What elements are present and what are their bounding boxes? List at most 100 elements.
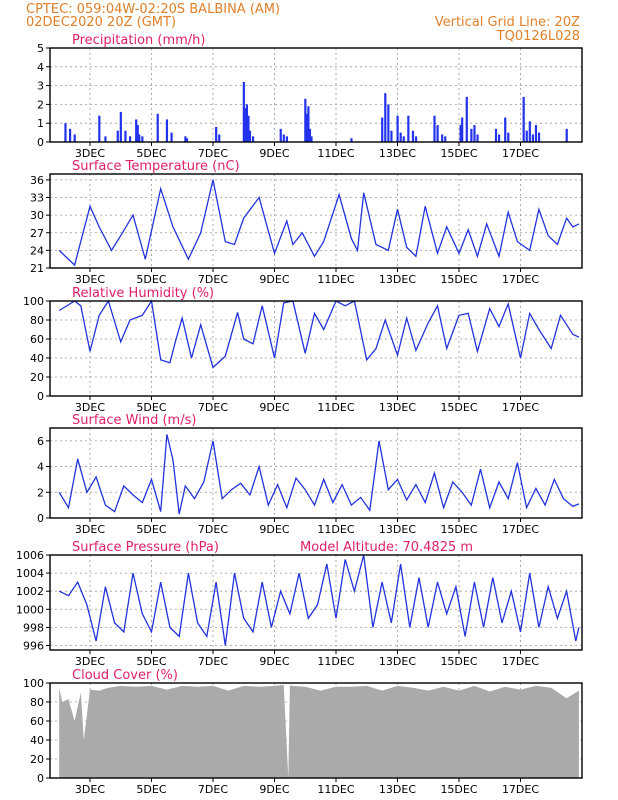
panel-1: 21 24 27 30 33 36 3DEC 5DEC 7DEC 9DEC 11DEC 13DEC 15… (30, 159, 583, 286)
header-code: TQ0126L028 (496, 29, 580, 44)
precip-bar (436, 125, 439, 142)
x-tick-label: 17DEC (502, 523, 539, 536)
x-tick-label: 11DEC (317, 523, 354, 536)
x-tick-label: 17DEC (502, 401, 539, 414)
precip-bar (304, 98, 307, 142)
x-tick-label: 7DEC (198, 273, 228, 286)
panel-4: 996 998 1000 1002 1004 1006 3DEC 5DEC 7DEC 9DEC 11… (16, 540, 583, 668)
x-tick-label: 3DEC (75, 783, 105, 796)
precip-bar (170, 132, 173, 142)
precip-bar (307, 106, 310, 142)
precip-bar (165, 119, 169, 142)
precip-bar (433, 115, 436, 142)
precip-bar (461, 117, 464, 142)
x-tick-label: 5DEC (136, 523, 166, 536)
y-tick-label: 4 (37, 61, 44, 74)
precip-bar (494, 128, 498, 142)
precip-bar (473, 125, 476, 142)
precip-bar (476, 134, 479, 142)
precip-bar (282, 134, 285, 142)
precip-bar (251, 136, 255, 142)
precip-bar (136, 125, 139, 142)
y-tick-label: 0 (37, 136, 44, 149)
y-tick-label: 0 (37, 772, 44, 785)
precip-bar (525, 130, 528, 142)
y-tick-label: 80 (30, 314, 44, 327)
y-tick-label: 1002 (16, 585, 44, 598)
precip-bar (470, 128, 473, 142)
y-tick-label: 998 (23, 621, 44, 634)
panel-title: Precipitation (mm/h) (72, 33, 205, 48)
panels: 0 1 2 3 4 5 3DEC 5DEC 7DEC 9DEC 11DEC 13DEC 15DEC 17D… (16, 33, 583, 796)
series-line (58, 434, 580, 515)
precip-bar (396, 115, 399, 142)
x-tick-label: 9DEC (259, 273, 289, 286)
panel-annotation: Model Altitude: 70.4825 m (300, 540, 473, 555)
precip-bar (531, 134, 534, 142)
precip-bar (528, 121, 531, 142)
precip-bar (522, 96, 525, 142)
x-tick-label: 5DEC (136, 273, 166, 286)
y-tick-label: 3 (37, 80, 44, 93)
series-line (58, 299, 580, 369)
header-location: CPTEC: 059:04W-02:20S BALBINA (AM) (26, 2, 280, 17)
precip-bar (135, 119, 138, 142)
x-tick-label: 7DEC (198, 147, 228, 160)
precip-bar (504, 117, 507, 142)
x-tick-label: 3DEC (75, 523, 105, 536)
precip-bar (390, 130, 393, 142)
x-tick-label: 17DEC (502, 147, 539, 160)
y-tick-label: 4 (37, 461, 44, 474)
plot-frame (49, 173, 583, 269)
x-tick-label: 13DEC (379, 523, 416, 536)
precip-bar (350, 138, 353, 142)
y-tick-label: 0 (37, 512, 44, 525)
panel-0: 0 1 2 3 4 5 3DEC 5DEC 7DEC 9DEC 11DEC 13DEC 15DEC 17D… (37, 33, 583, 160)
precip-bar (399, 132, 402, 142)
cloud-area (59, 684, 579, 778)
y-tick-label: 36 (30, 174, 44, 187)
x-tick-label: 13DEC (379, 401, 416, 414)
x-tick-label: 9DEC (259, 523, 289, 536)
panel-title: Surface Wind (m/s) (72, 413, 196, 428)
x-tick-label: 13DEC (379, 273, 416, 286)
y-tick-label: 30 (30, 209, 44, 222)
precip-bar (104, 136, 107, 142)
precip-bar (116, 130, 119, 142)
x-tick-label: 3DEC (75, 147, 105, 160)
x-tick-label: 11DEC (317, 401, 354, 414)
panel-3: 0 2 4 6 3DEC 5DEC 7DEC 9DEC 11DEC 13DEC 15DEC 17DEC… (37, 413, 583, 536)
x-tick-label: 9DEC (259, 401, 289, 414)
x-tick-label: 15DEC (440, 783, 477, 796)
panel-title: Cloud Cover (%) (72, 668, 178, 683)
precip-bar (444, 136, 447, 142)
series-line (58, 554, 580, 646)
precip-bar (465, 96, 468, 142)
precip-bar (285, 136, 288, 142)
precip-bar (534, 125, 538, 142)
y-tick-label: 1004 (16, 567, 44, 580)
plot-frame (49, 300, 583, 397)
y-tick-label: 2 (37, 98, 44, 111)
x-tick-label: 9DEC (259, 147, 289, 160)
x-tick-label: 3DEC (75, 273, 105, 286)
precip-bar (565, 128, 568, 142)
precip-bar (68, 128, 72, 142)
precip-bar (248, 130, 252, 142)
precip-bar (310, 136, 313, 142)
x-tick-label: 17DEC (502, 783, 539, 796)
y-tick-label: 2 (37, 486, 44, 499)
y-tick-label: 100 (23, 677, 44, 690)
precip-bar (184, 136, 187, 142)
precip-bar (407, 115, 410, 142)
precip-bar (138, 134, 141, 142)
x-tick-label: 11DEC (317, 147, 354, 160)
y-tick-label: 20 (30, 753, 44, 766)
panel-5: 0 20 40 60 80 100 3DEC 5DEC 7DEC 9DEC 11DEC 13DEC 15… (23, 668, 583, 796)
precip-bar (128, 136, 132, 142)
x-tick-label: 7DEC (198, 401, 228, 414)
precip-bar (156, 113, 159, 142)
x-tick-label: 15DEC (440, 401, 477, 414)
precip-bar (305, 113, 308, 142)
header-date: 02DEC2020 20Z (GMT) (26, 15, 176, 30)
